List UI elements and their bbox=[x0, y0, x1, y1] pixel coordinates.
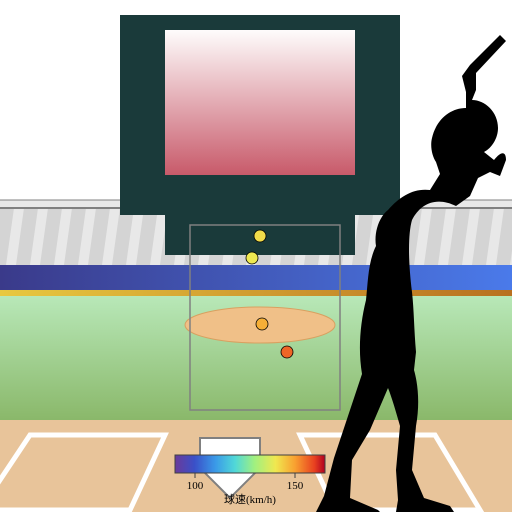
scoreboard-screen bbox=[165, 30, 355, 175]
pitch-location-chart: 100 150 球速(km/h) bbox=[0, 0, 512, 512]
outfield-wall bbox=[0, 265, 512, 290]
legend-tick-label: 100 bbox=[187, 480, 204, 492]
legend-label: 球速(km/h) bbox=[224, 492, 276, 506]
pitch-marker bbox=[256, 318, 268, 330]
velocity-legend bbox=[175, 455, 325, 473]
pitch-marker bbox=[281, 346, 293, 358]
pitch-marker bbox=[254, 230, 266, 242]
legend-tick-label: 150 bbox=[287, 480, 304, 492]
wall-padding bbox=[0, 290, 512, 296]
pitch-marker bbox=[246, 252, 258, 264]
